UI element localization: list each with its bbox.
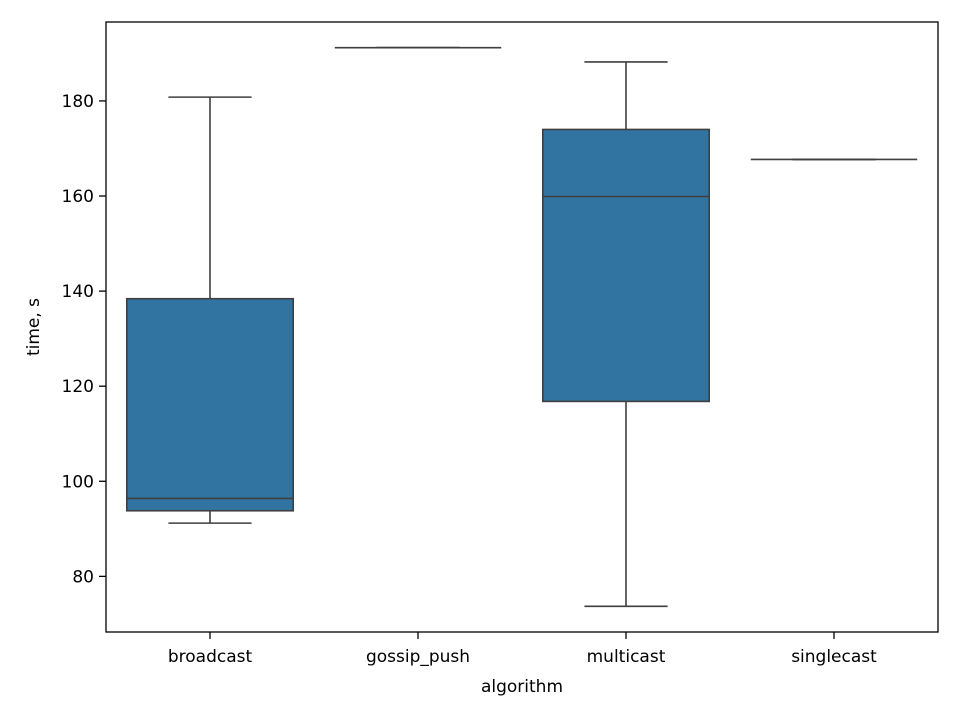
box-broadcast xyxy=(126,297,294,512)
x-tick-label-broadcast: broadcast xyxy=(168,647,253,667)
y-tick-label-80: 80 xyxy=(72,567,94,587)
y-tick-label-100: 100 xyxy=(62,472,94,492)
y-tick-label-160: 160 xyxy=(62,187,94,207)
x-tick-label-multicast: multicast xyxy=(587,647,666,667)
x-tick-label-gossip-push: gossip_push xyxy=(366,647,470,667)
x-axis-title: algorithm xyxy=(481,677,563,697)
y-axis-title: time, s xyxy=(24,298,44,356)
plot-frame xyxy=(105,21,939,633)
x-axis: broadcast gossip_push multicast singlecast xyxy=(168,632,877,667)
y-tick-label-120: 120 xyxy=(62,377,94,397)
boxes-layer xyxy=(126,46,918,608)
box-group-multicast xyxy=(541,61,710,608)
y-tick-label-180: 180 xyxy=(62,92,94,112)
y-axis: 80 100 120 140 160 180 xyxy=(62,92,106,587)
box-multicast xyxy=(541,128,710,403)
x-tick-label-singlecast: singlecast xyxy=(791,647,877,667)
box-group-broadcast xyxy=(126,96,294,524)
y-tick-label-140: 140 xyxy=(62,282,94,302)
